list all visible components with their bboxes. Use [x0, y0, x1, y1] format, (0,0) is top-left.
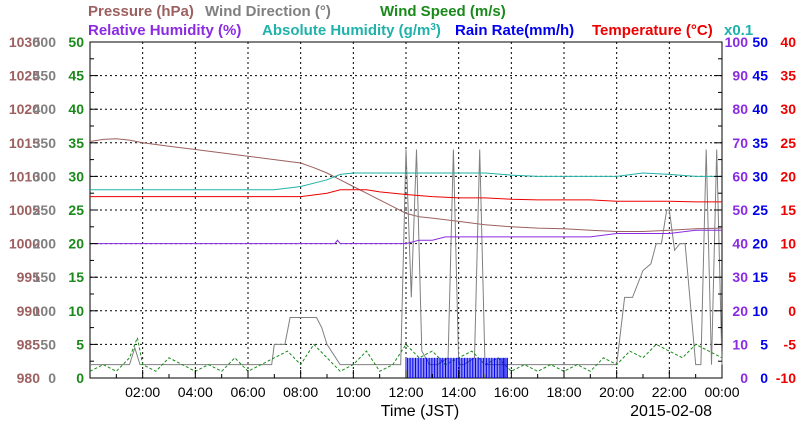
legend-item-multiplier: x0.1: [724, 22, 753, 39]
humidity-tick-label: 90: [732, 68, 748, 84]
pressure-tick-label: 1015: [9, 135, 40, 151]
humidity-tick-label: 70: [732, 135, 748, 151]
wind_speed-tick-label: 15: [68, 269, 84, 285]
humidity-tick-label: 30: [732, 269, 748, 285]
wind_speed-tick-label: 0: [76, 370, 84, 386]
x-tick-label: 14:00: [441, 384, 476, 400]
temperature-tick-label: 15: [780, 202, 796, 218]
temperature-tick-label: 10: [780, 236, 796, 252]
x-tick-label: 22:00: [652, 384, 687, 400]
humidity-tick-label: 80: [732, 101, 748, 117]
rain-tick-label: 45: [752, 68, 768, 84]
wind_speed-tick-label: 20: [68, 236, 84, 252]
wind_dir-tick-label: 300: [33, 168, 57, 184]
legend-item-temperature: Temperature (°C): [592, 22, 713, 39]
rain-tick-label: 0: [760, 370, 768, 386]
humidity-tick-label: 10: [732, 336, 748, 352]
temperature-tick-label: 25: [780, 135, 796, 151]
wind_dir-tick-label: 0: [48, 370, 56, 386]
pressure-tick-label: 1010: [9, 168, 40, 184]
wind_dir-tick-label: 400: [33, 101, 57, 117]
rain-tick-label: 25: [752, 202, 768, 218]
rain-tick-label: 35: [752, 135, 768, 151]
series-line-pressure: [89, 138, 723, 232]
rain-tick-label: 10: [752, 303, 768, 319]
series-line-abs_humidity_on_wind_speed: [90, 172, 722, 191]
temperature-tick-label: 30: [780, 101, 796, 117]
wind_speed-tick-label: 5: [76, 336, 84, 352]
wind_dir-tick-label: 50: [40, 336, 56, 352]
legend-item-humidity: Relative Humidity (%): [88, 22, 241, 39]
temperature-tick-label: 5: [788, 269, 796, 285]
legend-item-wind_dir: Wind Direction (°): [205, 3, 331, 20]
x-tick-label: 04:00: [178, 384, 213, 400]
rain-tick-label: 50: [752, 34, 768, 50]
rain-tick-label: 15: [752, 269, 768, 285]
rain-tick-label: 20: [752, 236, 768, 252]
temperature-tick-label: -5: [784, 336, 797, 352]
x-axis-label: Time (JST): [381, 403, 460, 420]
legend: Pressure (hPa) Wind Direction (°) Wind Spe…: [88, 3, 753, 39]
wind_dir-tick-label: 350: [33, 135, 57, 151]
temperature-tick-label: 20: [780, 168, 796, 184]
x-tick-label: 18:00: [546, 384, 581, 400]
temperature-tick-label: -10: [776, 370, 796, 386]
humidity-tick-label: 50: [732, 202, 748, 218]
wind_speed-tick-label: 45: [68, 68, 84, 84]
x-tick-label: 20:00: [599, 384, 634, 400]
x-tick-label: 02:00: [125, 384, 160, 400]
right-axes: 1009080706050403020100504540353025201510…: [714, 34, 796, 386]
x-tick-label: 08:00: [283, 384, 318, 400]
series-line-humidity: [90, 229, 722, 245]
humidity-tick-label: 20: [732, 303, 748, 319]
wind_speed-tick-label: 35: [68, 135, 84, 151]
humidity-tick-label: 40: [732, 236, 748, 252]
rain-tick-label: 40: [752, 101, 768, 117]
pressure-tick-label: 985: [17, 336, 41, 352]
rain-tick-label: 5: [760, 336, 768, 352]
x-tick-label: 00:00: [704, 384, 739, 400]
wind_dir-tick-label: 500: [33, 34, 57, 50]
temperature-tick-label: 35: [780, 68, 796, 84]
wind_speed-tick-label: 10: [68, 303, 84, 319]
pressure-tick-label: 1005: [9, 202, 40, 218]
legend-item-rain: Rain Rate(mm/h): [455, 22, 574, 39]
pressure-tick-label: 1000: [9, 236, 40, 252]
pressure-tick-label: 995: [17, 269, 41, 285]
humidity-tick-label: 0: [740, 370, 748, 386]
x-tick-label: 10:00: [336, 384, 371, 400]
pressure-tick-label: 1020: [9, 101, 40, 117]
humidity-tick-label: 60: [732, 168, 748, 184]
series-line-wind_speed: [89, 335, 723, 372]
wind_speed-tick-label: 30: [68, 168, 84, 184]
grid-lines: [90, 42, 723, 378]
temperature-tick-label: 40: [780, 34, 796, 50]
wind_dir-tick-label: 150: [33, 269, 57, 285]
rain-tick-label: 30: [752, 168, 768, 184]
pressure-tick-label: 1025: [9, 68, 40, 84]
legend-item-pressure: Pressure (hPa): [88, 3, 194, 20]
wind_dir-tick-label: 450: [33, 68, 57, 84]
wind_speed-tick-label: 25: [68, 202, 84, 218]
x-tick-label: 16:00: [494, 384, 529, 400]
date-label: 2015-02-08: [630, 403, 712, 420]
series-line-temperature: [90, 189, 722, 203]
pressure-tick-label: 1030: [9, 34, 40, 50]
legend-item-wind_speed: Wind Speed (m/s): [380, 3, 506, 20]
wind_speed-tick-label: 40: [68, 101, 84, 117]
wind_dir-tick-label: 200: [33, 236, 57, 252]
pressure-tick-label: 980: [17, 370, 41, 386]
wind_dir-tick-label: 100: [33, 303, 57, 319]
x-axis: 02:00 04:00 06:00 08:00 10:00 12:00 14:00 16:00…: [115, 370, 740, 400]
x-tick-label: 06:00: [230, 384, 265, 400]
wind_dir-tick-label: 250: [33, 202, 57, 218]
wind_speed-tick-label: 50: [68, 34, 84, 50]
x-tick-label: 12:00: [388, 384, 423, 400]
legend-item-abs_humidity: Absolute Humidity (g/m3): [262, 22, 441, 40]
humidity-tick-label: 100: [725, 34, 749, 50]
pressure-tick-label: 990: [17, 303, 41, 319]
left-axes: 1030102510201015101010051000995990985980…: [9, 34, 98, 386]
temperature-tick-label: 0: [788, 303, 796, 319]
